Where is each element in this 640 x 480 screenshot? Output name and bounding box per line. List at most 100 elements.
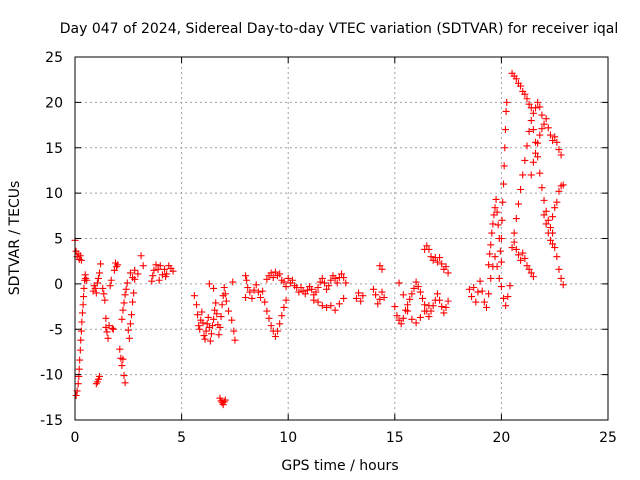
x-tick-label: 0 xyxy=(71,430,80,446)
data-point xyxy=(169,267,177,275)
data-point xyxy=(510,238,518,246)
data-point xyxy=(559,281,567,289)
y-tick-label: 15 xyxy=(45,141,63,157)
data-point xyxy=(393,312,401,320)
y-tick-label: 10 xyxy=(45,186,63,202)
y-tick-label: 0 xyxy=(54,277,63,293)
data-point xyxy=(106,282,114,290)
data-point xyxy=(323,285,331,293)
data-point xyxy=(213,310,221,318)
data-point xyxy=(338,270,345,278)
data-point xyxy=(97,260,105,268)
data-point xyxy=(318,302,326,310)
data-point xyxy=(312,288,320,296)
data-point xyxy=(425,302,433,310)
data-point xyxy=(207,330,215,338)
data-point xyxy=(468,293,476,301)
data-point xyxy=(80,293,88,301)
data-point xyxy=(436,254,444,262)
data-point xyxy=(497,235,505,242)
data-point xyxy=(206,337,214,345)
data-point xyxy=(203,320,211,328)
data-point xyxy=(534,153,542,161)
y-tick-label: 25 xyxy=(45,50,63,66)
data-point xyxy=(485,290,493,298)
data-point xyxy=(480,298,488,306)
data-point xyxy=(433,258,441,266)
data-point xyxy=(421,307,429,315)
data-point xyxy=(512,215,520,223)
data-point xyxy=(230,327,238,335)
data-point xyxy=(340,274,348,282)
data-point xyxy=(196,325,204,333)
data-point xyxy=(316,278,324,286)
data-point xyxy=(412,278,420,286)
data-point xyxy=(519,171,527,179)
data-point xyxy=(116,345,124,353)
data-point xyxy=(410,284,418,292)
data-point xyxy=(529,273,537,281)
data-point xyxy=(404,307,412,315)
data-point xyxy=(489,220,497,228)
data-point xyxy=(267,269,275,277)
data-point xyxy=(376,295,384,303)
data-point xyxy=(77,336,85,344)
data-point xyxy=(474,288,482,296)
data-point xyxy=(78,318,86,326)
data-point xyxy=(271,268,279,276)
data-point xyxy=(256,293,264,301)
data-point xyxy=(210,315,218,323)
x-tick-labels: 0 5 10 15 20 25 xyxy=(71,430,617,446)
data-point xyxy=(297,284,305,292)
data-point xyxy=(374,300,382,308)
data-point xyxy=(205,280,213,288)
data-point xyxy=(101,296,109,304)
data-point xyxy=(517,185,525,193)
data-point xyxy=(521,90,529,98)
data-point xyxy=(310,296,318,304)
data-point xyxy=(500,162,508,170)
data-point xyxy=(538,125,546,133)
data-point xyxy=(399,314,407,322)
data-point xyxy=(265,314,273,322)
data-point xyxy=(510,229,518,237)
data-point xyxy=(193,301,201,309)
data-point xyxy=(282,296,290,304)
data-point xyxy=(485,261,493,269)
data-point xyxy=(442,303,450,311)
data-points xyxy=(71,69,567,409)
data-point xyxy=(320,279,328,287)
data-point xyxy=(496,247,504,255)
y-tick-labels: -15 -10 -5 0 5 10 15 20 25 xyxy=(40,50,63,429)
data-point xyxy=(378,265,386,273)
data-point xyxy=(124,326,132,334)
data-point xyxy=(130,289,138,297)
data-point xyxy=(549,240,557,248)
data-point xyxy=(523,95,531,103)
data-point xyxy=(202,327,210,335)
data-point xyxy=(244,284,252,292)
data-point xyxy=(242,293,250,301)
data-point xyxy=(123,279,131,287)
data-point xyxy=(211,306,219,314)
x-tick-label: 25 xyxy=(599,430,617,446)
data-point xyxy=(559,181,567,189)
data-point xyxy=(408,290,416,298)
data-point xyxy=(150,266,158,274)
data-point xyxy=(119,355,127,363)
data-point xyxy=(529,158,537,166)
data-point xyxy=(121,379,129,387)
data-point xyxy=(335,300,343,308)
data-point xyxy=(436,296,444,304)
data-point xyxy=(536,169,544,177)
data-point xyxy=(487,274,495,282)
data-point xyxy=(546,224,554,232)
data-point xyxy=(527,171,535,179)
data-point xyxy=(342,279,350,287)
data-point xyxy=(555,187,563,195)
data-point xyxy=(544,229,552,237)
data-point xyxy=(538,111,546,119)
data-point xyxy=(126,269,134,277)
data-point xyxy=(472,298,480,306)
data-point xyxy=(412,319,420,327)
